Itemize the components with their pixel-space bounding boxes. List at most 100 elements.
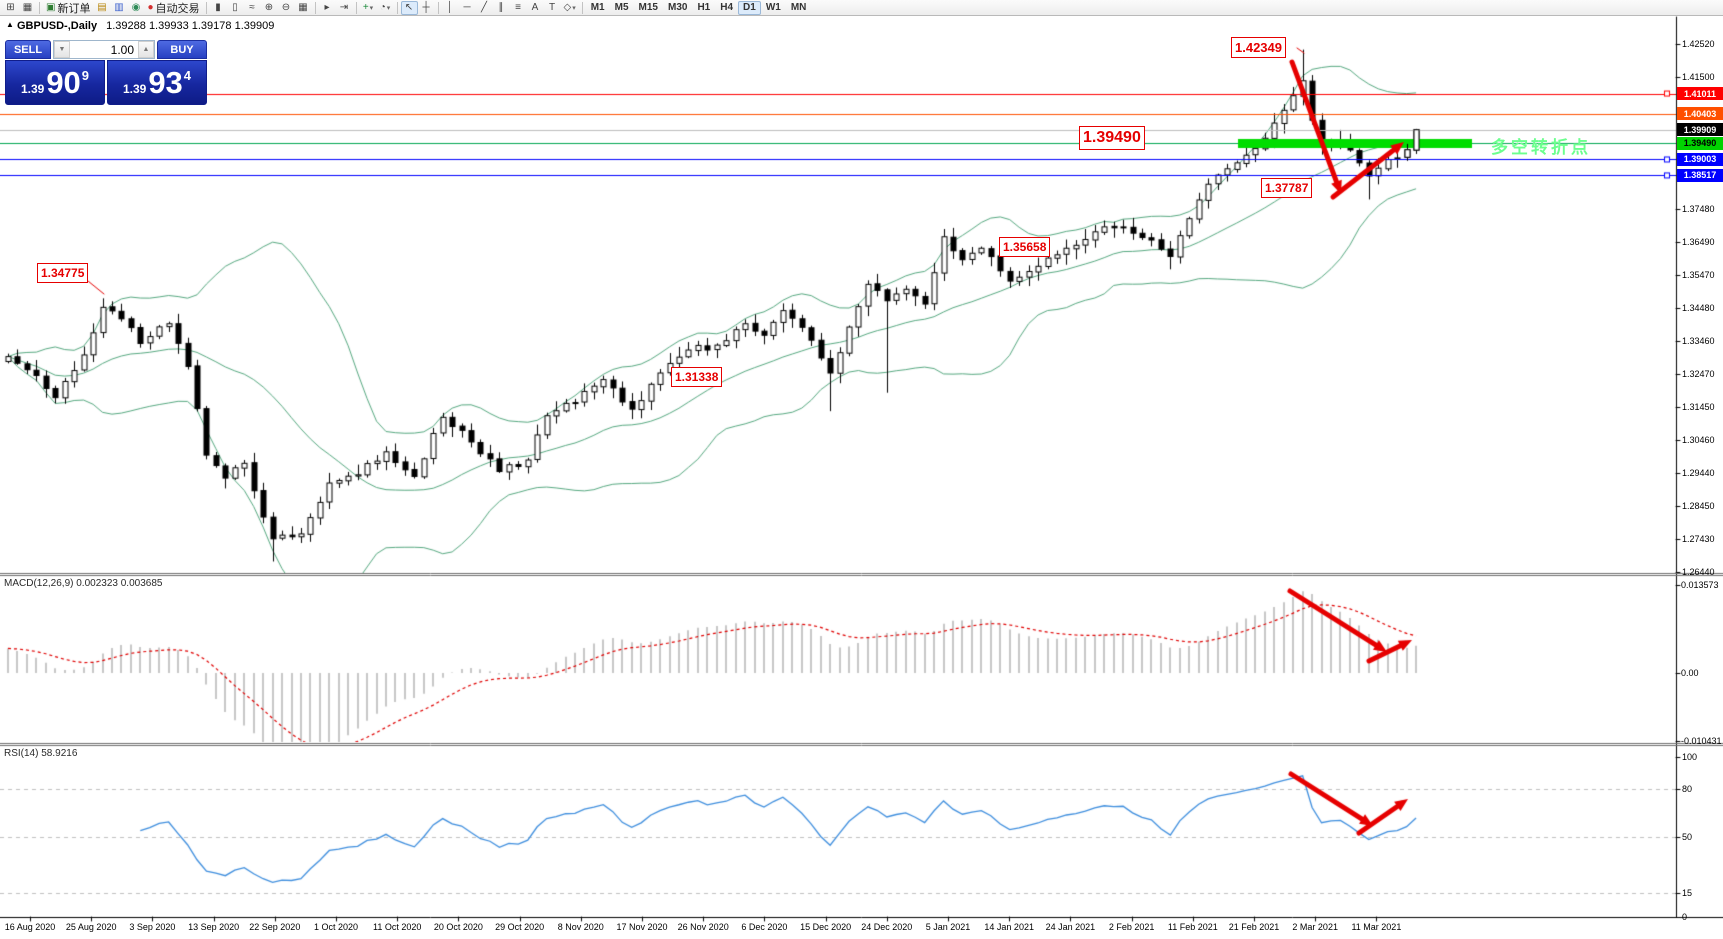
date-axis-label: 24 Jan 2021: [1045, 922, 1096, 932]
macd-axis-tick: -0.010431: [1681, 735, 1722, 746]
macd-label: MACD(12,26,9) 0.002323 0.003685: [4, 578, 163, 589]
price-annotation-label[interactable]: 1.34775: [37, 263, 89, 283]
timeframe-h4[interactable]: H4: [715, 1, 738, 15]
crosshair-icon[interactable]: ┼: [418, 1, 435, 15]
candlestick-mode-icon[interactable]: ▯: [227, 1, 244, 15]
periods-icon[interactable]: ◔ ▾: [377, 1, 394, 15]
auto-scroll-glyph: ▸: [324, 2, 330, 13]
price-annotation-label[interactable]: 1.37787: [1261, 178, 1313, 198]
dropdown-caret-icon[interactable]: ▾: [369, 4, 374, 12]
rsi-axis-tick: 15: [1682, 888, 1693, 898]
price-axis-tick: 1.28450: [1682, 501, 1715, 511]
date-axis-label: 6 Dec 2020: [741, 922, 788, 932]
indicators-add-icon[interactable]: + ▾: [360, 1, 377, 15]
volume-decrease-button[interactable]: ▼: [54, 41, 70, 58]
fibonacci-tool-glyph: ≡: [515, 2, 521, 13]
price-axis-tick: 1.34480: [1682, 303, 1715, 313]
macd-axis-tick: 0.00: [1681, 668, 1699, 678]
zoom-out-icon[interactable]: ⊖: [278, 1, 295, 15]
price-axis-tick: 1.30460: [1682, 435, 1715, 445]
price-level-label: 1.39909: [1677, 123, 1723, 137]
date-axis-label: 11 Oct 2020: [373, 922, 422, 932]
date-axis-label: 11 Feb 2021: [1167, 922, 1218, 932]
dropdown-caret-icon[interactable]: ▾: [572, 4, 576, 12]
auto-scroll-icon[interactable]: ▸: [319, 1, 336, 15]
date-axis-label: 5 Jan 2021: [925, 922, 971, 932]
zoom-out-glyph: ⊖: [281, 2, 291, 13]
toolbar-separator: [581, 1, 583, 14]
navigator-icon[interactable]: ◉: [127, 1, 144, 15]
date-axis-label: 25 Aug 2020: [65, 922, 117, 932]
toolbar: ⊞ ▦ ▣ 新订单 ▤ ▥ ◉ ● 自动交易 ▮ ▯ ≈ ⊕ ⊖ ▦ ▸ ⇥ + ▾ ◔ ▾ ↖ ┼ │ ─ ╱ ∥ ≡ A T ◇ ▾ M1 M…: [0, 0, 1723, 16]
price-axis-tick: 1.36490: [1682, 237, 1715, 247]
timeframe-m1[interactable]: M1: [586, 1, 610, 15]
text-tool-icon[interactable]: A: [527, 1, 544, 15]
chart-shift-icon[interactable]: ⇥: [336, 1, 353, 15]
zoom-in-icon[interactable]: ⊕: [261, 1, 278, 15]
timeframe-label: H1: [697, 2, 711, 13]
timeframe-m5[interactable]: M5: [610, 1, 634, 15]
price-level-label: 1.39490: [1677, 136, 1723, 150]
date-axis-label: 21 Feb 2021: [1228, 922, 1280, 932]
timeframe-label: H4: [720, 2, 734, 13]
cursor-icon[interactable]: ↖: [400, 0, 418, 15]
trendline-tool-icon[interactable]: ╱: [476, 1, 493, 15]
timeframe-m15[interactable]: M15: [634, 1, 663, 15]
price-axis-tick: 1.32470: [1682, 369, 1715, 379]
indicators-add-glyph: +: [362, 2, 369, 13]
vertical-line-tool-icon[interactable]: │: [442, 1, 459, 15]
price-level-label: 1.38517: [1677, 168, 1723, 182]
timeframe-w1[interactable]: W1: [761, 1, 786, 15]
buy-price-pip: 4: [183, 68, 192, 83]
timeframe-d1[interactable]: D1: [738, 0, 761, 15]
timeframe-m30[interactable]: M30: [663, 1, 692, 15]
tile-windows-icon[interactable]: ▦: [295, 1, 312, 15]
equidistant-channel-tool-icon[interactable]: ∥: [493, 1, 510, 15]
line-chart-mode-icon[interactable]: ≈: [244, 1, 261, 15]
fibonacci-tool-icon[interactable]: ≡: [510, 1, 527, 15]
symbol-period-label: GBPUSD-,Daily: [16, 20, 98, 32]
volume-value[interactable]: 1.00: [110, 42, 134, 57]
date-axis-label: 2 Mar 2021: [1292, 922, 1338, 932]
date-axis-label: 22 Sep 2020: [249, 922, 301, 932]
buy-price-box[interactable]: 1.39 93 4: [107, 60, 207, 105]
new-order[interactable]: ▣ 新订单: [43, 1, 93, 15]
date-axis-label: 8 Nov 2020: [557, 922, 604, 932]
bar-chart-mode-icon[interactable]: ▮: [210, 1, 227, 15]
price-annotation-label[interactable]: 1.39490: [1079, 126, 1145, 150]
price-axis-tick: 1.31450: [1682, 402, 1715, 413]
buy-button[interactable]: BUY: [157, 40, 207, 59]
timeframe-mn[interactable]: MN: [786, 1, 812, 15]
text-label-tool-icon[interactable]: T: [544, 1, 561, 15]
price-axis-tick: 1.26440: [1682, 567, 1715, 577]
text-label-tool-glyph: T: [548, 2, 556, 13]
market-watch-icon[interactable]: ▥: [110, 1, 127, 15]
new-chart-icon[interactable]: ⊞: [2, 1, 19, 15]
volume-increase-button[interactable]: ▲: [138, 41, 154, 58]
bull-bear-turning-point-note[interactable]: 多空转折点: [1491, 138, 1591, 157]
profiles-icon[interactable]: ▦: [19, 1, 36, 15]
arrows-tool-icon[interactable]: ◇ ▾: [561, 1, 579, 15]
price-annotation-label[interactable]: 1.42349: [1231, 37, 1286, 58]
one-click-trading-panel: SELL ▼ 1.00 ▲ BUY 1.39 90 9 1.39 93 4: [5, 40, 207, 105]
price-annotation-label[interactable]: 1.35658: [999, 237, 1051, 257]
date-axis-label: 15 Dec 2020: [800, 922, 852, 932]
sell-price-prefix: 1.39: [20, 81, 45, 96]
dropdown-caret-icon[interactable]: ▾: [386, 4, 391, 12]
cursor-glyph: ↖: [404, 2, 414, 13]
timeframe-h1[interactable]: H1: [692, 1, 715, 15]
line-chart-mode-glyph: ≈: [249, 2, 255, 13]
sell-button[interactable]: SELL: [5, 40, 51, 59]
autotrading[interactable]: ● 自动交易: [144, 1, 202, 15]
horizontal-line-tool-icon[interactable]: ─: [459, 1, 476, 15]
data-window-icon[interactable]: ▤: [93, 1, 110, 15]
collapse-panel-icon[interactable]: ▲: [6, 20, 14, 29]
rsi-axis-tick: 0: [1682, 912, 1688, 922]
timeframe-label: MN: [790, 2, 807, 13]
macd-axis-tick: 0.013573: [1681, 579, 1719, 590]
price-annotation-label[interactable]: 1.31338: [671, 367, 723, 387]
timeframe-label: M5: [614, 2, 629, 13]
rsi-axis-tick: 80: [1682, 784, 1693, 794]
sell-price-box[interactable]: 1.39 90 9: [5, 60, 105, 105]
